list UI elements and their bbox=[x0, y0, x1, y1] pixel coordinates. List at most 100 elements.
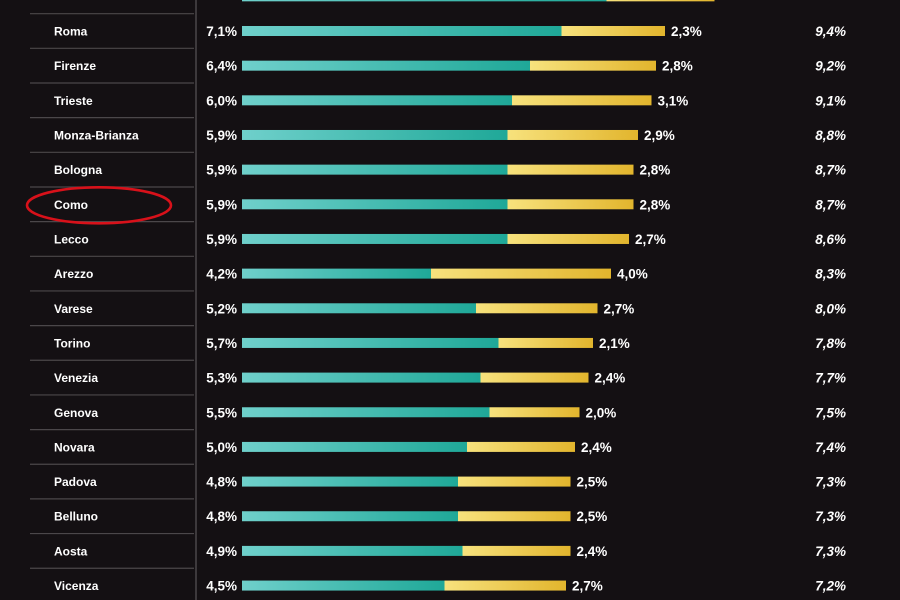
total-label: 8,3% bbox=[815, 267, 846, 282]
bar-segment-a bbox=[242, 26, 562, 36]
value-label-a: 5,9% bbox=[206, 232, 237, 247]
value-label-a: 5,2% bbox=[206, 301, 237, 316]
bar-segment-b bbox=[480, 372, 589, 383]
bar-segment-b bbox=[507, 199, 634, 210]
value-label-a: 7,1% bbox=[206, 24, 237, 39]
bar-segment-b bbox=[561, 26, 665, 36]
value-label-a: 4,8% bbox=[206, 509, 237, 524]
total-label: 7,8% bbox=[815, 336, 846, 351]
value-label-a: 5,3% bbox=[206, 371, 237, 386]
city-label: Genova bbox=[54, 406, 98, 420]
value-label-b: 2,4% bbox=[577, 544, 608, 559]
city-label: Monza-Brianza bbox=[54, 128, 139, 142]
bar-segment-b bbox=[467, 441, 575, 452]
total-label: 7,3% bbox=[815, 544, 846, 559]
bar-segment-b bbox=[507, 129, 638, 140]
bar-segment-a bbox=[242, 545, 463, 556]
value-label-a: 4,8% bbox=[206, 475, 237, 490]
city-label: Roma bbox=[54, 25, 88, 39]
bar-segment-a bbox=[242, 337, 499, 348]
value-label-a: 5,0% bbox=[206, 440, 237, 455]
total-label: 7,5% bbox=[815, 405, 846, 420]
total-label: 9,1% bbox=[815, 93, 846, 108]
value-label-a: 5,9% bbox=[206, 128, 237, 143]
city-label: Belluno bbox=[54, 510, 98, 524]
value-label-b: 2,1% bbox=[599, 336, 630, 351]
bar-segment-b bbox=[458, 511, 571, 522]
bar-segment-a bbox=[242, 580, 445, 591]
value-label-b: 2,7% bbox=[572, 579, 603, 594]
value-label-a: 4,2% bbox=[206, 267, 237, 282]
city-label: Varese bbox=[54, 302, 93, 316]
bar-segment-b bbox=[498, 337, 593, 348]
value-label-a: 5,9% bbox=[206, 163, 237, 178]
city-label: Lecco bbox=[54, 232, 89, 246]
value-label-b: 2,5% bbox=[577, 475, 608, 490]
total-label: 7,4% bbox=[815, 440, 846, 455]
bar-segment-b bbox=[489, 407, 580, 418]
value-label-a: 6,0% bbox=[206, 93, 237, 108]
bar-segment-b bbox=[431, 268, 611, 279]
city-label: Torino bbox=[54, 336, 90, 350]
city-label: Firenze bbox=[54, 59, 96, 73]
value-label-b: 2,7% bbox=[604, 301, 635, 316]
value-label-b: 2,8% bbox=[662, 59, 693, 74]
bar-segment-a bbox=[242, 476, 458, 487]
bar-segment-b bbox=[606, 0, 715, 2]
total-label: 8,6% bbox=[815, 232, 846, 247]
value-label-b: 2,8% bbox=[640, 163, 671, 178]
bar-segment-b bbox=[507, 164, 634, 175]
total-label: 7,2% bbox=[815, 579, 846, 594]
bar-segment-a bbox=[242, 164, 508, 175]
value-label-b: 2,4% bbox=[581, 440, 612, 455]
bar-segment-a bbox=[242, 441, 467, 452]
value-label-a: 5,7% bbox=[206, 336, 237, 351]
bar-segment-a bbox=[242, 95, 512, 106]
bar-segment-b bbox=[512, 95, 652, 106]
city-label: Padova bbox=[54, 475, 97, 489]
highlight-circle bbox=[25, 186, 173, 225]
bar-segment-a bbox=[242, 0, 607, 2]
value-label-a: 5,9% bbox=[206, 197, 237, 212]
value-label-b: 2,4% bbox=[595, 371, 626, 386]
bar-segment-b bbox=[458, 476, 571, 487]
city-label: Como bbox=[54, 198, 88, 212]
bar-segment-b bbox=[507, 233, 629, 244]
city-label: Novara bbox=[54, 440, 95, 454]
bar-segment-b bbox=[444, 580, 566, 591]
value-label-b: 2,8% bbox=[640, 197, 671, 212]
value-label-b: 3,1% bbox=[658, 93, 689, 108]
total-label: 8,7% bbox=[815, 163, 846, 178]
city-label: Arezzo bbox=[54, 267, 93, 281]
value-label-b: 4,0% bbox=[617, 267, 648, 282]
city-label: Trieste bbox=[54, 94, 93, 108]
total-label: 7,7% bbox=[815, 371, 846, 386]
total-label: 9,2% bbox=[815, 59, 846, 74]
bar-segment-a bbox=[242, 407, 490, 418]
value-label-b: 2,3% bbox=[671, 24, 702, 39]
total-label: 7,3% bbox=[815, 509, 846, 524]
total-label: 8,7% bbox=[815, 197, 846, 212]
city-label: Aosta bbox=[54, 544, 88, 558]
value-label-b: 2,7% bbox=[635, 232, 666, 247]
value-label-a: 4,9% bbox=[206, 544, 237, 559]
value-label-a: 6,4% bbox=[206, 59, 237, 74]
bar-segment-a bbox=[242, 199, 508, 210]
total-label: 8,8% bbox=[815, 128, 846, 143]
city-label: Vicenza bbox=[54, 579, 99, 593]
bar-segment-a bbox=[242, 303, 476, 314]
value-label-b: 2,9% bbox=[644, 128, 675, 143]
city-label: Venezia bbox=[54, 371, 98, 385]
bar-segment-b bbox=[530, 60, 656, 71]
bar-segment-a bbox=[242, 60, 530, 71]
bar-segment-a bbox=[242, 233, 508, 244]
value-label-a: 5,5% bbox=[206, 405, 237, 420]
bar-segment-b bbox=[476, 303, 598, 314]
total-label: 8,0% bbox=[815, 301, 846, 316]
value-label-b: 2,5% bbox=[577, 509, 608, 524]
bar-segment-a bbox=[242, 129, 508, 140]
total-label: 9,4% bbox=[815, 24, 846, 39]
total-label: 7,3% bbox=[815, 475, 846, 490]
bar-segment-a bbox=[242, 268, 431, 279]
